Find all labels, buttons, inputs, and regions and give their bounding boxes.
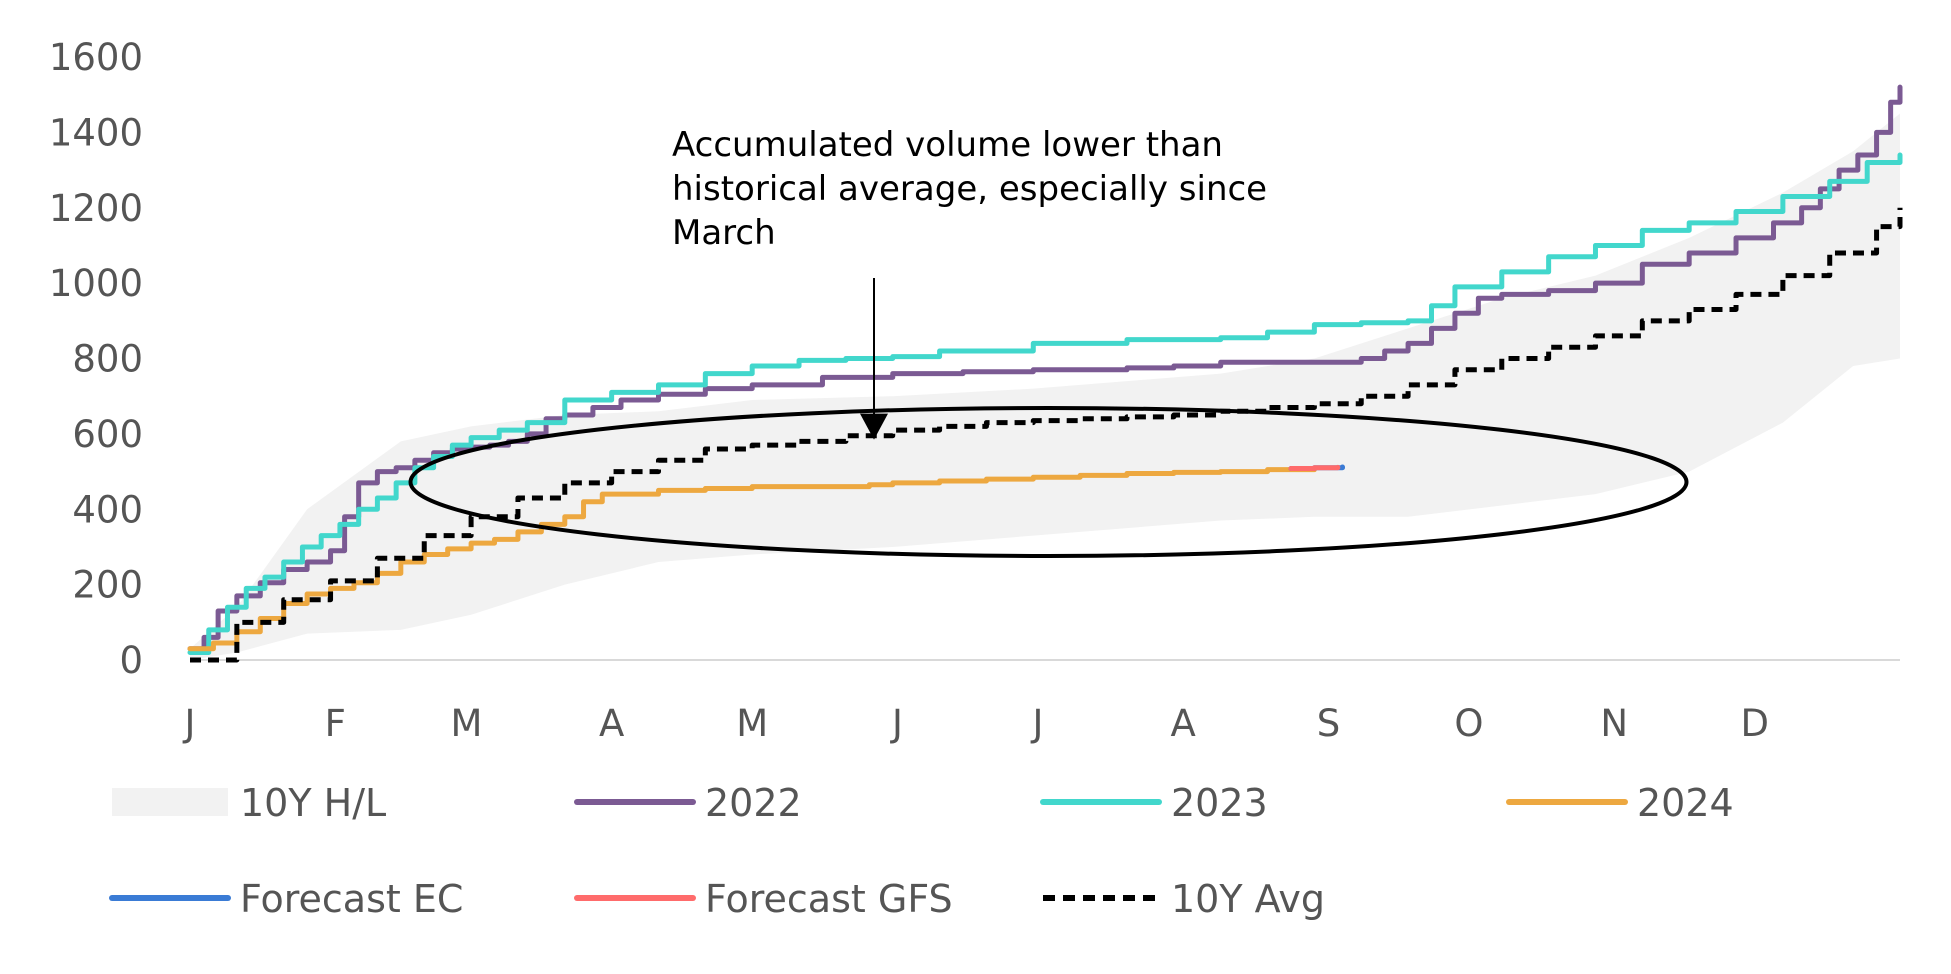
x-tick-label: N xyxy=(1600,702,1628,745)
y-tick-label: 1000 xyxy=(49,262,143,305)
x-tick-label: S xyxy=(1317,702,1341,745)
legend-label: 2023 xyxy=(1171,781,1268,825)
legend-swatch xyxy=(112,788,228,816)
annotation: Accumulated volume lower than historical… xyxy=(672,125,1267,440)
legend-item: 2023 xyxy=(1040,781,1268,825)
legend-item: Forecast GFS xyxy=(574,877,953,921)
x-tick-label: A xyxy=(599,702,624,745)
y-tick-label: 1200 xyxy=(49,187,143,230)
x-tick-label: O xyxy=(1454,702,1483,745)
highlight-ellipse xyxy=(408,406,1689,558)
series-forecast-gfs xyxy=(1288,464,1341,472)
legend-label: 2024 xyxy=(1637,781,1734,825)
legend-label: 10Y Avg xyxy=(1171,877,1325,921)
y-tick-label: 0 xyxy=(119,639,143,682)
legend-label: 10Y H/L xyxy=(240,781,386,825)
legend-label: 2022 xyxy=(705,781,802,825)
y-tick-label: 400 xyxy=(72,488,143,531)
legend-item: 10Y Avg xyxy=(1043,877,1325,921)
legend-item: 2022 xyxy=(574,781,802,825)
x-tick-label: M xyxy=(450,702,482,745)
x-tick-label: F xyxy=(325,702,346,745)
y-tick-label: 800 xyxy=(72,338,143,381)
x-tick-label: A xyxy=(1171,702,1196,745)
legend-item: 2024 xyxy=(1506,781,1734,825)
legend: 10Y H/L 2022 2023 2024 Forecast EC Forecast G… xyxy=(109,781,1734,921)
legend-item: 10Y H/L xyxy=(112,781,386,825)
x-tick-label: J xyxy=(1031,702,1044,745)
x-tick-label: D xyxy=(1741,702,1770,745)
legend-item: Forecast EC xyxy=(109,877,463,921)
y-tick-label: 200 xyxy=(72,564,143,607)
x-tick-label: J xyxy=(890,702,903,745)
band-10y-hl xyxy=(190,113,1900,660)
annotation-line-2: historical average, especially since xyxy=(672,169,1267,209)
x-tick-label: J xyxy=(183,702,196,745)
series-2023 xyxy=(187,152,1903,655)
y-tick-label: 1600 xyxy=(49,36,143,79)
y-tick-label: 1400 xyxy=(49,111,143,154)
annotation-arrow-head xyxy=(860,413,888,440)
y-axis-ticks: 0 200 400 600 800 1000 1200 1400 1600 xyxy=(49,36,143,682)
x-tick-label: M xyxy=(736,702,768,745)
y-tick-label: 600 xyxy=(72,413,143,456)
band-layer xyxy=(190,113,1900,660)
legend-label: Forecast EC xyxy=(240,877,463,921)
legend-label: Forecast GFS xyxy=(705,877,953,921)
annotation-line-1: Accumulated volume lower than xyxy=(672,125,1223,165)
annotation-line-3: March xyxy=(672,213,776,253)
series-2022 xyxy=(187,84,1903,652)
